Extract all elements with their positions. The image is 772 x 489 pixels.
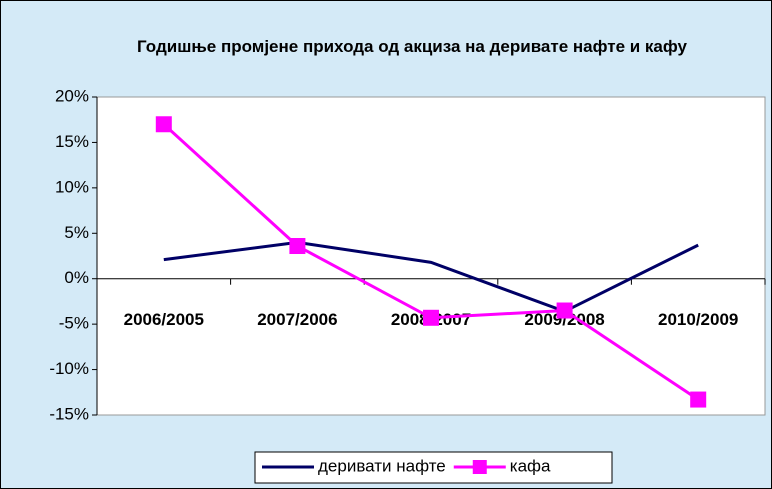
y-tick-label: -10% — [49, 359, 89, 378]
y-tick-label: 10% — [55, 177, 89, 196]
legend-label: деривати нафте — [318, 456, 446, 475]
plot-area — [96, 96, 766, 416]
x-tick-label: 2006/2005 — [124, 310, 204, 329]
point-marker — [423, 309, 439, 326]
point-marker — [556, 302, 573, 319]
y-tick-label: -5% — [59, 314, 89, 333]
x-tick-label: 2007/2006 — [257, 310, 337, 329]
y-tick-label: 5% — [64, 223, 89, 242]
y-tick-label: 20% — [55, 86, 89, 105]
x-tick-label: 2010/2009 — [658, 310, 738, 329]
legend-box — [254, 451, 613, 484]
point-marker — [155, 116, 172, 133]
y-tick-label: 15% — [55, 132, 89, 151]
series-line — [163, 240, 699, 314]
point-marker — [289, 238, 306, 255]
y-tick-label: -15% — [49, 404, 89, 423]
point-marker — [690, 391, 707, 408]
legend-label: кафа — [510, 456, 551, 475]
y-tick-label: 0% — [64, 268, 89, 287]
legend-marker — [472, 460, 487, 474]
chart-title: Годишње промјене прихода од акциза на де… — [137, 37, 687, 56]
